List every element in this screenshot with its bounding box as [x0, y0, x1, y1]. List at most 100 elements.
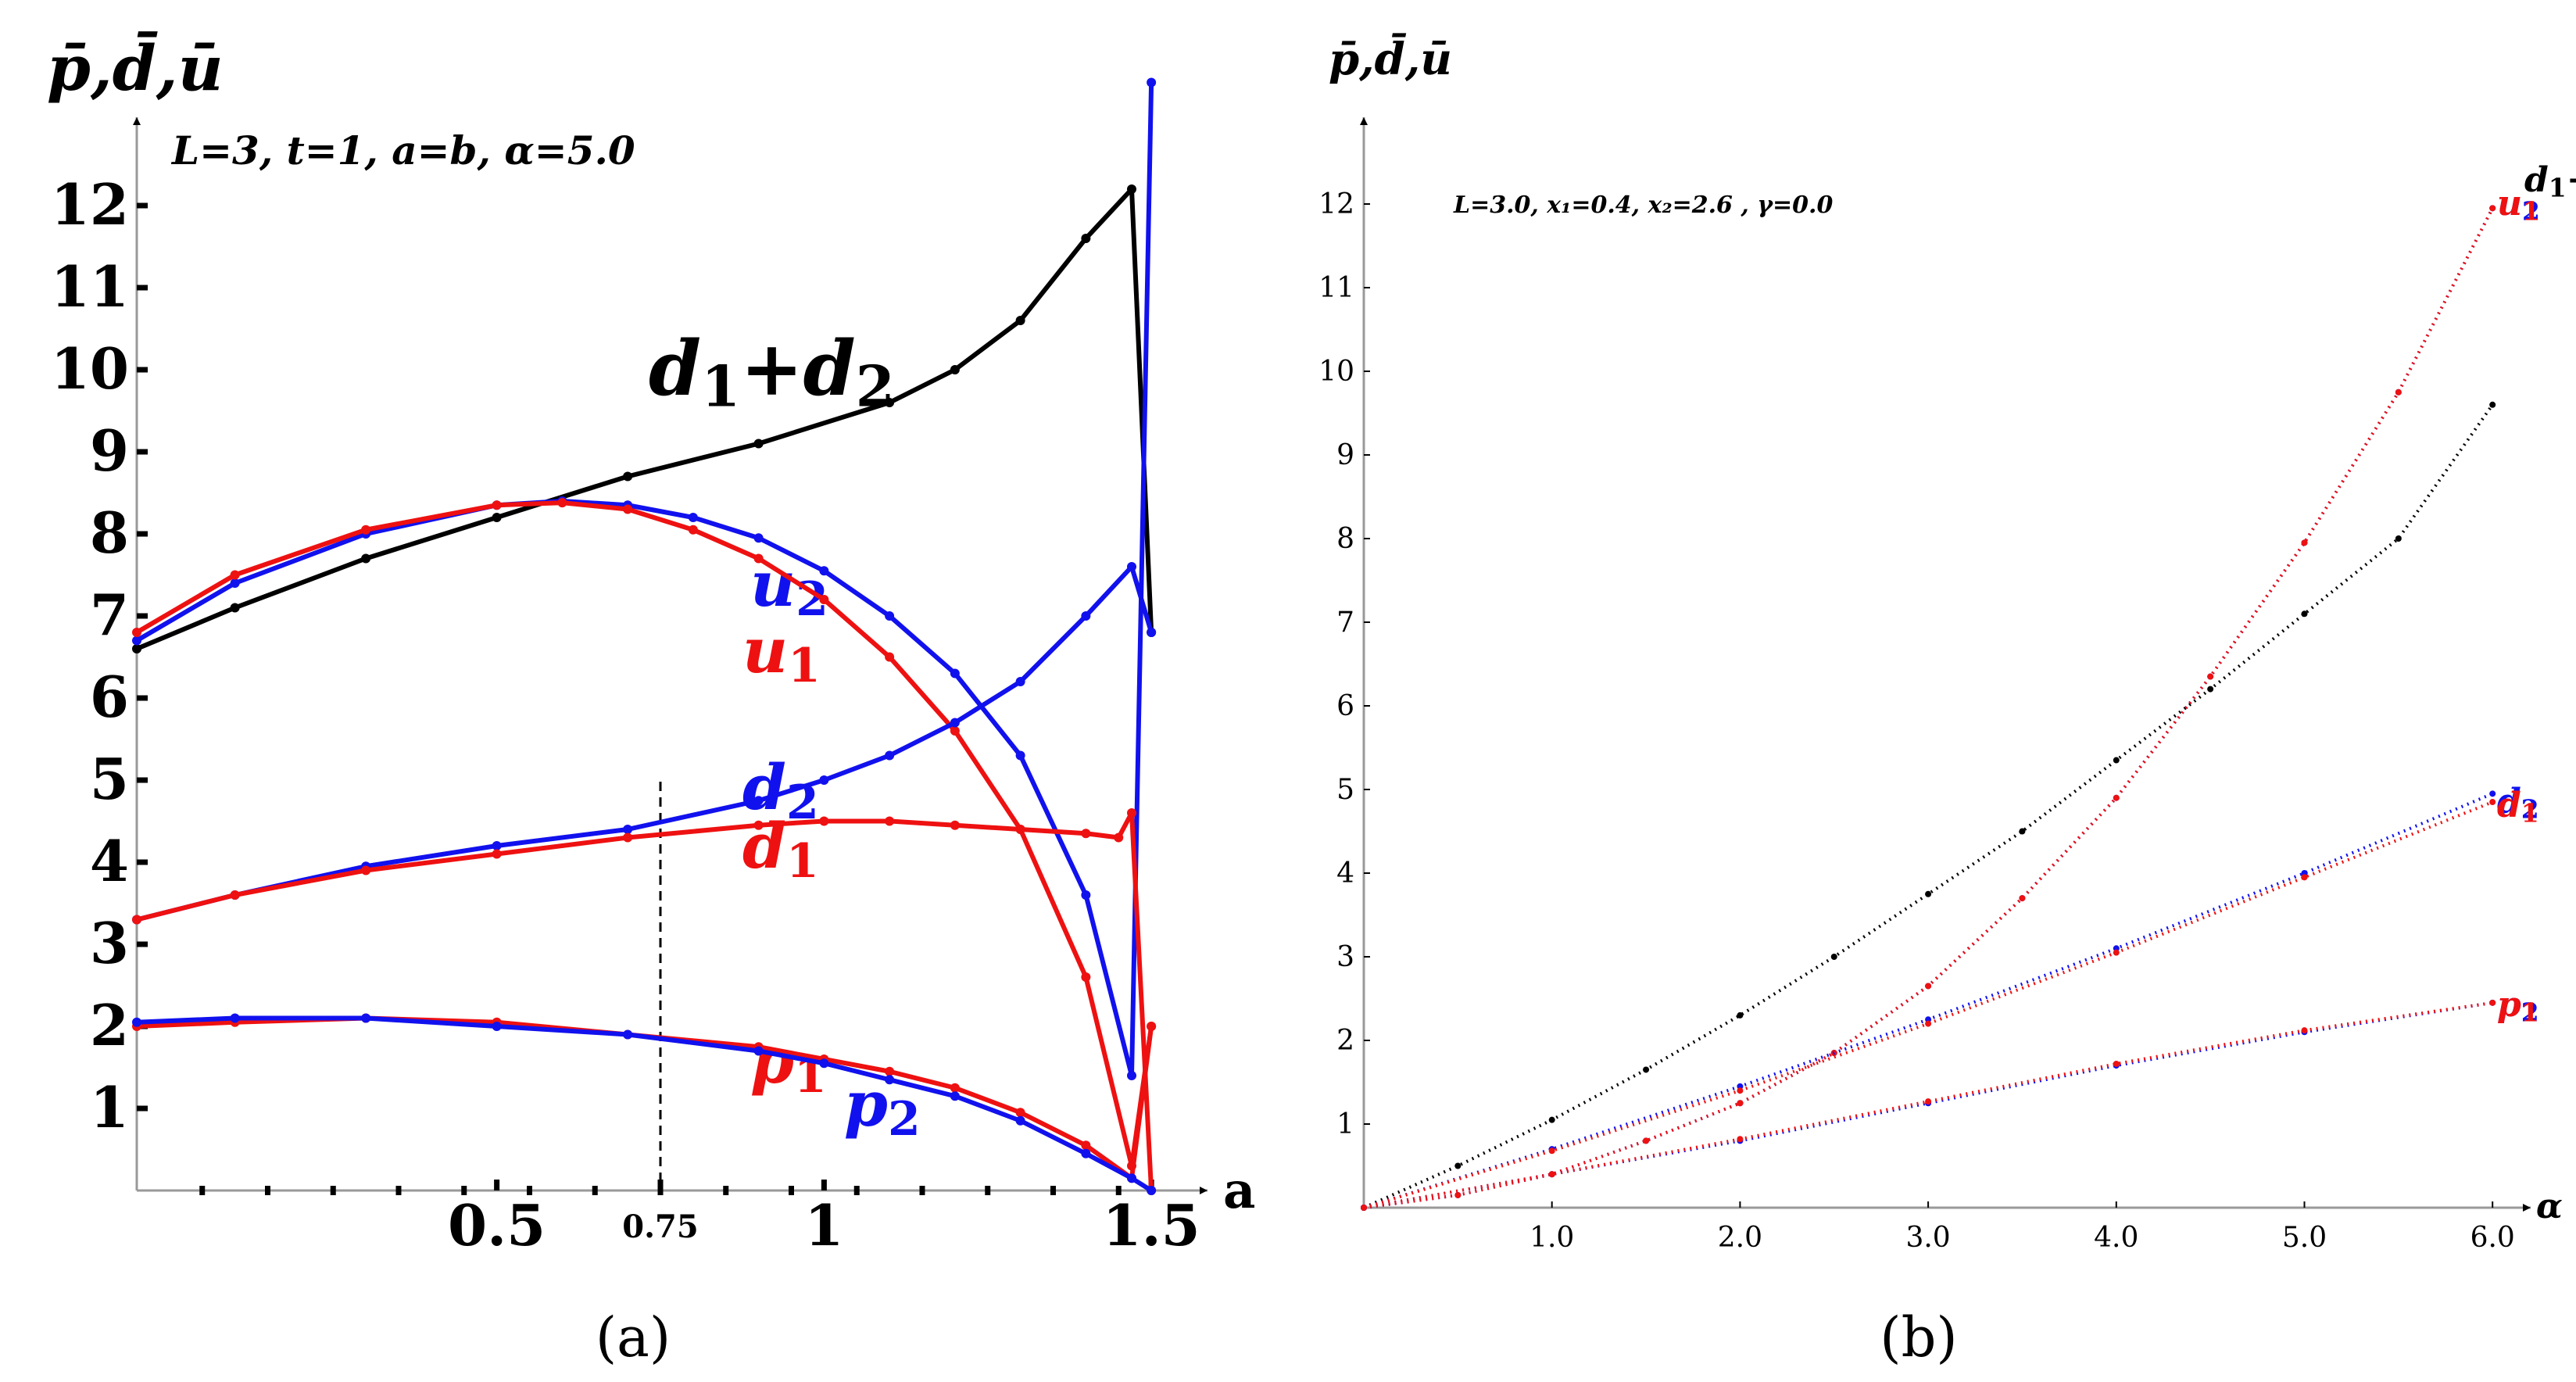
- data-point: [1147, 77, 1157, 88]
- data-point: [950, 1091, 960, 1101]
- panel-b: 1234567891011121.02.03.04.05.06.0d1+d2u2…: [1318, 33, 2576, 1369]
- data-point: [1127, 1071, 1136, 1080]
- series-label: d1: [2497, 786, 2539, 829]
- x-tick-label: 2.0: [1718, 1222, 1762, 1254]
- data-point: [1114, 832, 1124, 843]
- y-tick-label: 11: [51, 253, 129, 320]
- data-point: [819, 595, 829, 604]
- data-point: [230, 890, 240, 900]
- y-tick-label: 10: [51, 335, 129, 402]
- data-point: [623, 504, 633, 514]
- data-point: [492, 1022, 502, 1031]
- data-point: [688, 525, 698, 535]
- data-point: [1127, 184, 1136, 194]
- y-tick-label: 8: [1336, 523, 1354, 555]
- data-point: [2301, 610, 2308, 618]
- data-point: [753, 1046, 764, 1056]
- y-tick-label: 3: [90, 910, 129, 976]
- series-label-part: +: [2567, 160, 2576, 200]
- data-point: [1127, 1173, 1136, 1183]
- data-point: [885, 611, 895, 621]
- data-point: [1737, 1136, 1744, 1143]
- y-tick-label: 11: [1318, 272, 1354, 304]
- panel-label: (a): [596, 1305, 671, 1369]
- y-tick-label: 3: [1336, 941, 1354, 973]
- data-point: [1081, 1140, 1091, 1151]
- data-point: [2113, 794, 2120, 801]
- series-label-part: 2: [856, 353, 895, 419]
- data-point: [950, 820, 960, 830]
- x-tick-label: 3.0: [1905, 1222, 1950, 1254]
- chart-annotation: L=3, t=1, a=b, α=5.0: [170, 127, 635, 174]
- series-line-d1: [1363, 800, 2493, 1209]
- data-point: [1081, 890, 1091, 900]
- data-point: [819, 566, 829, 576]
- data-point: [950, 718, 960, 728]
- data-point: [2489, 205, 2496, 212]
- data-point: [1127, 562, 1136, 571]
- series-label-part: p: [750, 1024, 794, 1097]
- y-tick-label: 5: [1336, 774, 1354, 806]
- x-axis-title: a: [1223, 1162, 1255, 1220]
- series-line-d1+d2: [1363, 403, 2494, 1209]
- panel-label: (b): [1880, 1305, 1957, 1369]
- data-point: [623, 471, 633, 482]
- data-point: [1015, 825, 1025, 834]
- data-point: [819, 816, 829, 826]
- data-point: [2395, 388, 2402, 396]
- data-point: [1361, 1205, 1367, 1211]
- data-point: [2019, 895, 2026, 902]
- data-point: [2113, 757, 2120, 764]
- y-tick-label: 4: [1336, 857, 1354, 890]
- data-point: [132, 1017, 141, 1027]
- series-label-part: d: [649, 324, 701, 413]
- data-point: [1081, 972, 1091, 982]
- series-label-part: d: [2497, 782, 2521, 822]
- data-point: [623, 832, 633, 843]
- data-point: [1015, 1108, 1025, 1118]
- y-tick-label: 7: [90, 582, 129, 648]
- series-label-part: 1: [786, 834, 819, 889]
- data-point: [1081, 234, 1091, 243]
- series-label-part: d: [803, 324, 856, 413]
- y-tick-label: 7: [1336, 607, 1354, 639]
- data-point: [1127, 808, 1136, 818]
- x-tick-label: 0.75: [622, 1208, 698, 1245]
- series-label-part: u: [742, 614, 788, 687]
- y-tick-label: 10: [1318, 356, 1354, 388]
- data-point: [2207, 673, 2214, 680]
- data-point: [230, 1013, 240, 1023]
- series-label: d1+d2: [2524, 160, 2576, 203]
- data-point: [1737, 1011, 1744, 1019]
- x-tick-label: 4.0: [2094, 1222, 2138, 1254]
- data-point: [132, 628, 141, 637]
- series-label: d1: [742, 809, 819, 889]
- data-point: [2489, 790, 2496, 797]
- series-label-part: d: [2524, 160, 2549, 200]
- y-tick-label: 6: [90, 664, 129, 730]
- y-tick-label: 5: [90, 746, 129, 812]
- series-label-part: p: [2497, 985, 2521, 1025]
- series-label: u1: [2497, 184, 2540, 227]
- chart-annotation: L=3.0, x₁=0.4, x₂=2.6 , γ=0.0: [1453, 192, 1834, 219]
- y-tick-label: 8: [90, 499, 129, 566]
- data-point: [950, 726, 960, 736]
- series-label: u2: [2497, 184, 2540, 227]
- series-label-part: 1: [2521, 997, 2539, 1028]
- data-point: [688, 513, 698, 522]
- data-point: [2301, 1027, 2308, 1034]
- data-point: [950, 365, 960, 374]
- y-axis-title: p̄,d̄,ū: [47, 30, 224, 105]
- series-label: d2: [2497, 782, 2539, 825]
- series-line-u2: [1363, 207, 2494, 1209]
- data-point: [1015, 750, 1025, 761]
- data-point: [132, 915, 141, 925]
- data-point: [1737, 1100, 1744, 1107]
- data-point: [361, 525, 371, 535]
- series-label-part: p: [844, 1067, 888, 1140]
- y-tick-label: 9: [90, 417, 129, 484]
- data-point: [885, 1066, 895, 1076]
- data-point: [1643, 1066, 1650, 1073]
- series-line-d1: [136, 811, 1154, 1191]
